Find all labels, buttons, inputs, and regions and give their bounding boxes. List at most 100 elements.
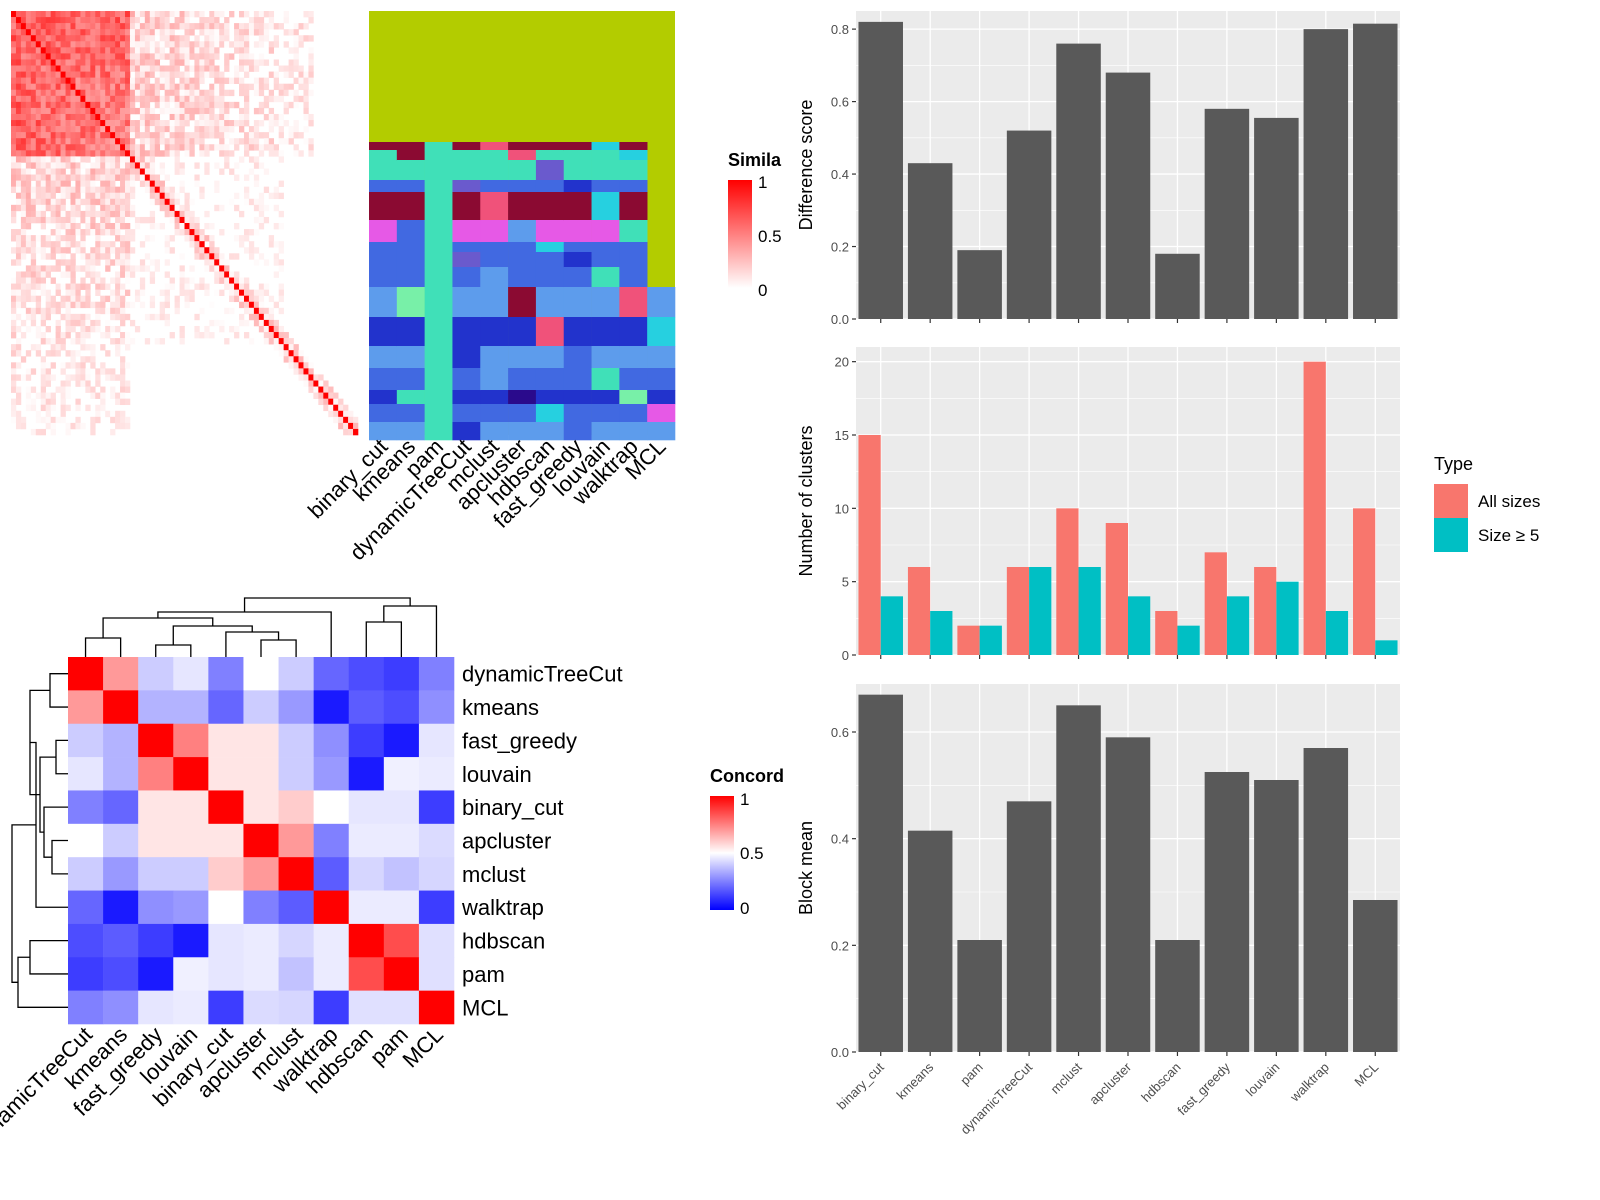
similarity-cell — [179, 283, 185, 290]
similarity-cell — [174, 71, 180, 78]
similarity-cell — [65, 386, 71, 393]
similarity-cell — [60, 386, 66, 393]
similarity-cell — [273, 301, 279, 309]
similarity-cell — [333, 416, 339, 424]
similarity-cell — [224, 107, 230, 115]
similarity-cell — [283, 41, 289, 48]
similarity-cell — [219, 71, 225, 78]
similarity-cell — [30, 138, 37, 145]
similarity-cell — [20, 422, 27, 430]
similarity-cell — [169, 53, 175, 60]
similarity-cell — [11, 350, 17, 357]
similarity-cell — [100, 95, 106, 103]
similarity-cell — [154, 17, 161, 24]
similarity-cell — [120, 126, 126, 133]
similarity-cell — [194, 216, 200, 224]
similarity-cell — [283, 89, 289, 97]
similarity-cell — [20, 223, 27, 230]
similarity-cell — [80, 150, 86, 157]
similarity-cell — [90, 301, 96, 309]
similarity-cell — [60, 126, 66, 133]
similarity-cell — [169, 198, 175, 206]
similarity-cell — [105, 156, 111, 163]
similarity-cell — [70, 11, 76, 18]
similarity-cell — [60, 77, 66, 84]
similarity-cell — [204, 223, 210, 230]
similarity-cell — [85, 313, 91, 321]
concordance-cell — [313, 690, 350, 725]
similarity-cell — [278, 126, 284, 133]
similarity-cell — [65, 392, 71, 399]
similarity-cell — [120, 168, 126, 175]
similarity-cell — [189, 77, 195, 84]
similarity-cell — [209, 247, 215, 254]
similarity-cell — [129, 144, 136, 151]
similarity-cell — [15, 301, 22, 309]
similarity-cell — [120, 132, 126, 139]
similarity-cell — [25, 283, 32, 290]
similarity-cell — [258, 192, 265, 200]
similarity-cell — [100, 71, 106, 78]
similarity-cell — [100, 113, 106, 121]
similarity-cell — [273, 338, 279, 345]
similarity-cell — [139, 132, 146, 139]
similarity-cell — [184, 138, 190, 145]
similarity-cell — [11, 120, 17, 127]
similarity-cell — [328, 386, 334, 393]
similarity-cell — [50, 374, 56, 381]
membership-cell — [396, 150, 425, 161]
similarity-cell — [278, 344, 284, 351]
similarity-cell — [120, 65, 126, 72]
membership-cell — [508, 252, 537, 268]
similarity-cell — [65, 271, 71, 278]
similarity-cell — [100, 392, 106, 399]
similarity-cell — [139, 283, 146, 290]
similarity-cell — [30, 259, 37, 266]
similarity-cell — [139, 156, 146, 163]
similarity-cell — [229, 198, 235, 206]
similarity-cell — [50, 253, 56, 260]
concordance-cell — [138, 790, 174, 825]
similarity-cell — [80, 174, 86, 181]
similarity-cell — [11, 138, 17, 145]
similarity-cell — [273, 144, 279, 151]
similarity-cell — [75, 71, 81, 78]
similarity-cell — [204, 41, 210, 48]
similarity-cell — [154, 338, 161, 345]
similarity-cell — [343, 404, 349, 412]
similarity-cell — [125, 186, 131, 194]
similarity-cell — [11, 229, 17, 236]
similarity-cell — [234, 29, 240, 36]
similarity-cell — [303, 35, 309, 42]
similarity-cell — [243, 83, 250, 91]
similarity-cell — [174, 23, 180, 30]
similarity-cell — [214, 101, 220, 109]
similarity-cell — [90, 344, 96, 351]
membership-cell — [591, 220, 620, 243]
similarity-cell — [40, 59, 46, 66]
similarity-cell — [154, 265, 161, 272]
similarity-cell — [60, 198, 66, 206]
similarity-cell — [90, 247, 96, 254]
similarity-cell — [11, 162, 17, 169]
similarity-cell — [199, 53, 205, 60]
bar — [907, 163, 953, 319]
membership-cell — [480, 404, 509, 423]
similarity-cell — [120, 95, 126, 103]
similarity-cell — [50, 65, 56, 72]
similarity-cell — [120, 47, 126, 54]
similarity-cell — [239, 319, 245, 327]
similarity-cell — [194, 71, 200, 78]
similarity-cell — [268, 47, 275, 54]
similarity-cell — [70, 71, 76, 78]
similarity-cell — [35, 265, 42, 272]
similarity-cell — [219, 113, 225, 121]
similarity-cell — [278, 180, 284, 187]
similarity-cell — [189, 138, 195, 145]
similarity-cell — [199, 138, 205, 145]
similarity-cell — [40, 223, 46, 230]
similarity-cell — [110, 107, 116, 115]
similarity-cell — [303, 113, 309, 121]
similarity-cell — [209, 83, 215, 91]
similarity-cell — [60, 23, 66, 30]
